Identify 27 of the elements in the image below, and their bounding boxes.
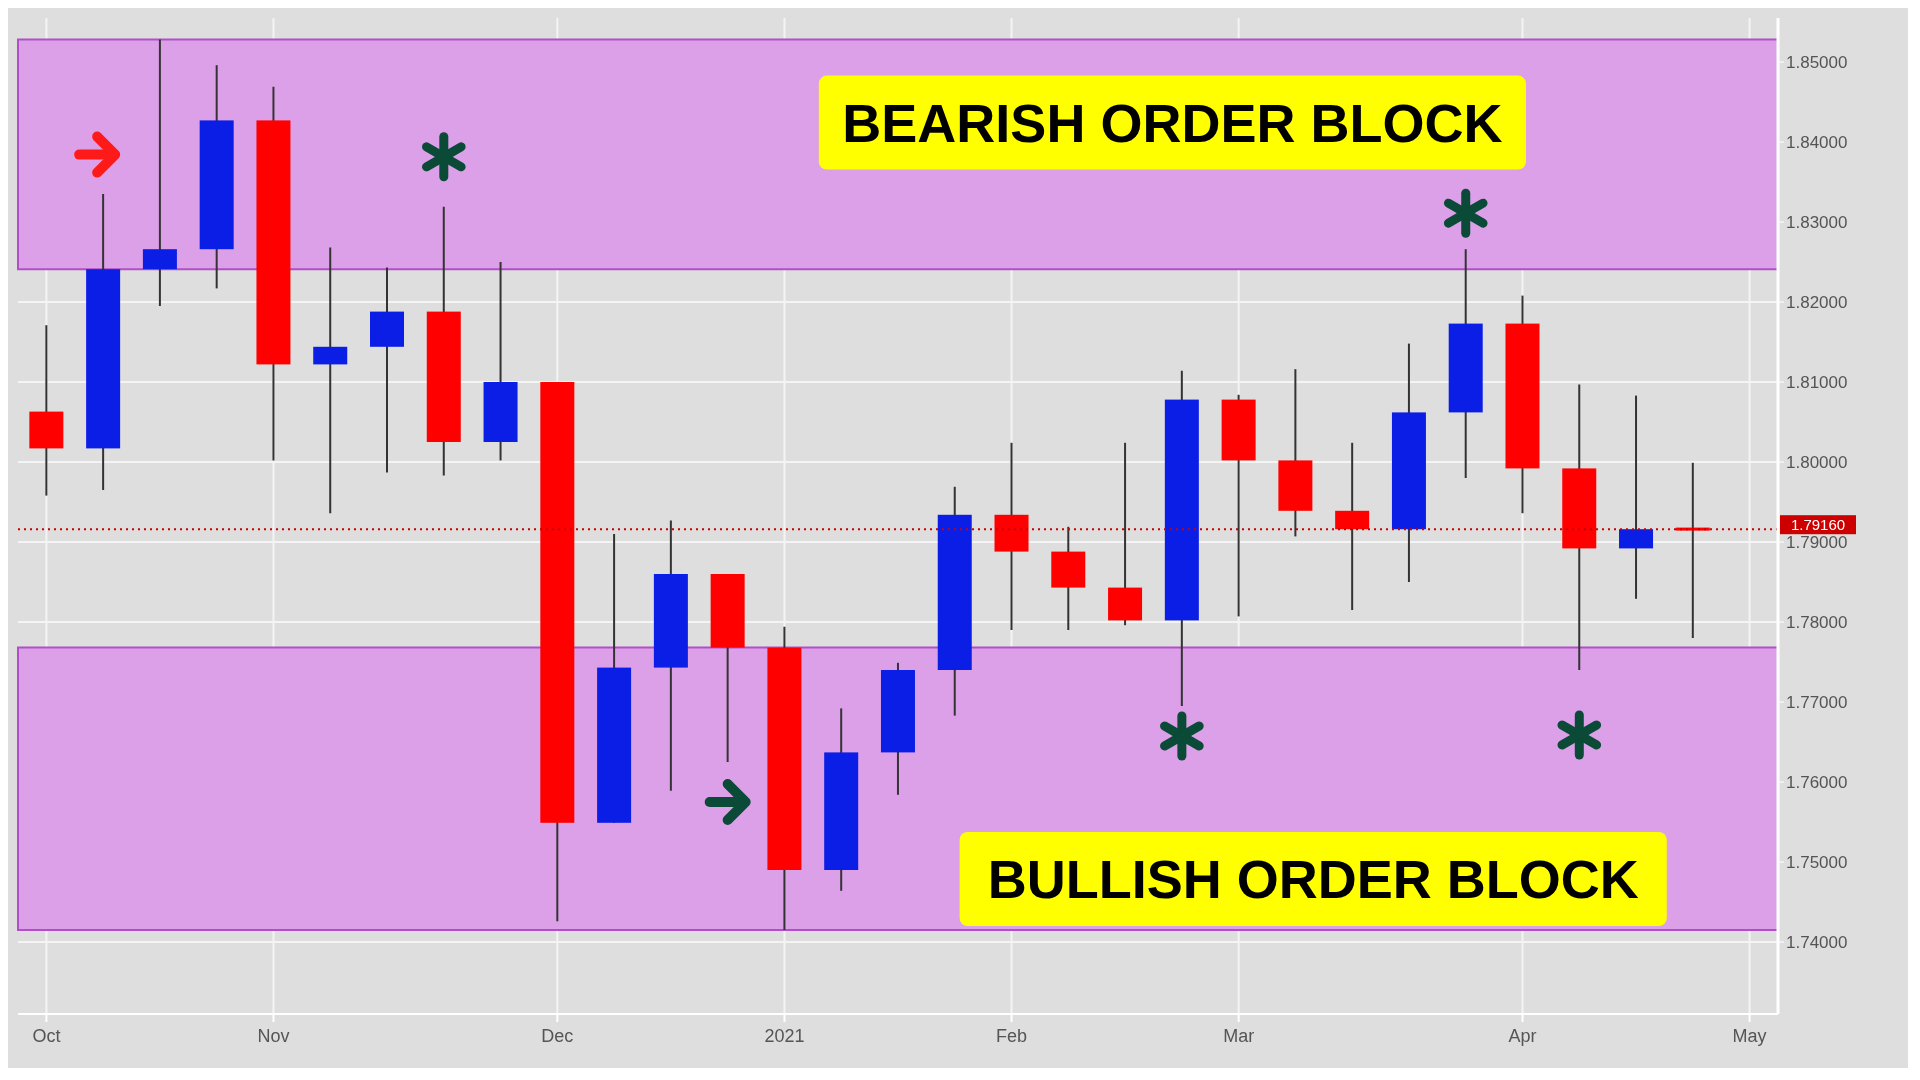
y-tick-label: 1.81000 bbox=[1786, 373, 1848, 393]
band-label: BEARISH ORDER BLOCK bbox=[842, 93, 1503, 154]
x-tick-label: May bbox=[1732, 1026, 1767, 1046]
x-tick-label: 2021 bbox=[764, 1026, 805, 1046]
candlestick bbox=[1619, 394, 1654, 600]
ref-line-label: 1.79160 bbox=[1790, 516, 1846, 534]
y-tick-label: 1.80000 bbox=[1786, 453, 1848, 473]
x-tick-label: Apr bbox=[1508, 1026, 1537, 1046]
candlestick bbox=[313, 246, 348, 515]
y-tick-label: 1.79000 bbox=[1786, 533, 1848, 553]
x-tick-label: Dec bbox=[541, 1026, 574, 1046]
x-tick-label: Mar bbox=[1223, 1026, 1255, 1046]
x-tick-label: Nov bbox=[257, 1026, 290, 1046]
y-tick-label: 1.85000 bbox=[1786, 53, 1848, 73]
y-tick-label: 1.74000 bbox=[1786, 933, 1848, 953]
y-tick-label: 1.82000 bbox=[1786, 293, 1848, 313]
candlestick bbox=[1335, 441, 1370, 611]
y-tick-label: 1.78000 bbox=[1786, 613, 1848, 633]
y-tick-label: 1.76000 bbox=[1786, 773, 1848, 793]
x-tick-label: Oct bbox=[32, 1026, 61, 1046]
y-tick-label: 1.83000 bbox=[1786, 213, 1848, 233]
x-tick-label: Feb bbox=[996, 1026, 1028, 1046]
candlestick bbox=[142, 38, 177, 307]
band-label: BULLISH ORDER BLOCK bbox=[987, 849, 1639, 910]
y-tick-label: 1.75000 bbox=[1786, 853, 1848, 873]
y-tick-label: 1.84000 bbox=[1786, 133, 1848, 153]
y-tick-label: 1.77000 bbox=[1786, 693, 1848, 713]
